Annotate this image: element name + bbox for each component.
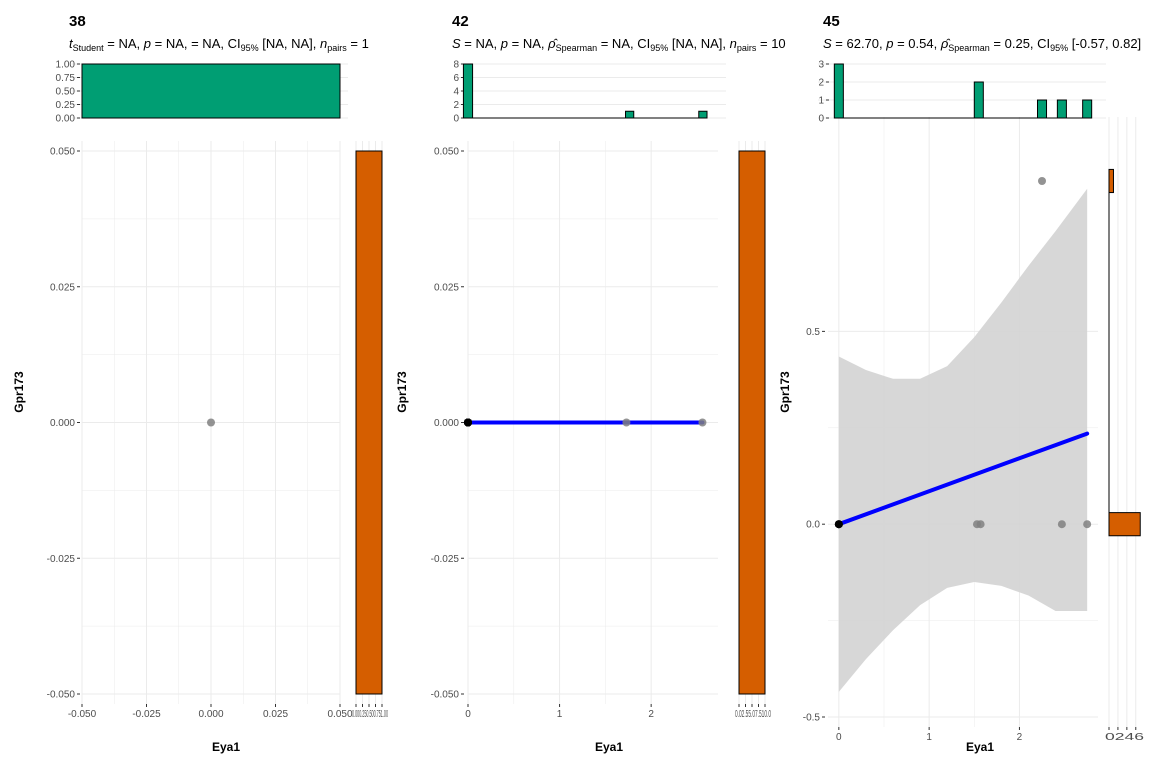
top-hist-y-tick-label: 0 xyxy=(818,114,824,125)
panel-38: 38 tStudent = NA, p = NA, = NA, CI95% [N… xyxy=(12,13,388,754)
top-hist-y-tick-label: 3 xyxy=(818,60,824,71)
panel-subtitle: S = NA, p = NA, ρ̂Spearman = NA, CI95% [… xyxy=(452,36,786,53)
top-hist-y-tick-label: 2 xyxy=(453,100,459,111)
top-hist-bar xyxy=(81,63,341,119)
x-axis-label: Eya1 xyxy=(212,740,240,754)
x-axis-label: Eya1 xyxy=(966,740,994,754)
top-hist-bar xyxy=(1036,99,1048,119)
y-tick-label: 0.050 xyxy=(50,147,75,158)
y-tick-label: 0.025 xyxy=(434,282,459,293)
tick-labels: -0.5 0.0 0.5 0 1 2 xyxy=(803,327,1023,743)
panel-title: 45 xyxy=(823,13,840,30)
scatter-points xyxy=(207,418,215,427)
scatter-points xyxy=(464,418,707,427)
top-hist-y-tick-label: 1 xyxy=(818,96,824,107)
y-tick-label: 0.0 xyxy=(806,520,820,531)
regression-line xyxy=(836,431,1090,527)
y-tick-label: 0.050 xyxy=(434,147,459,158)
top-hist-y-tick-label: 1.00 xyxy=(56,60,76,71)
tick-labels: -0.050 -0.025 0.000 0.025 0.050 -0.050 -0.025 0… xyxy=(47,147,353,721)
confidence-band xyxy=(838,188,1088,692)
data-point xyxy=(622,418,631,427)
x-tick-label: -0.025 xyxy=(132,709,161,720)
panel-42: 42 S = NA, p = NA, ρ̂Spearman = NA, CI95… xyxy=(395,13,786,754)
panel-subtitle: tStudent = NA, p = NA, = NA, CI95% [NA, … xyxy=(69,36,369,53)
x-tick-label: 2 xyxy=(1017,732,1023,743)
top-histogram: 0.00 0.25 0.50 0.75 1.00 xyxy=(56,60,348,125)
top-hist-bar xyxy=(625,110,635,119)
fit-layer xyxy=(836,188,1090,692)
right-hist-x-tick-label: 0246 xyxy=(1105,732,1145,743)
top-histogram: 0 2 4 6 8 xyxy=(453,60,726,125)
y-tick-label: -0.5 xyxy=(803,713,821,724)
top-hist-bar xyxy=(973,81,984,119)
top-hist-y-tick-label: 0 xyxy=(453,114,459,125)
panel-title: 42 xyxy=(452,13,469,30)
x-tick-label: 0.050 xyxy=(327,709,352,720)
y-tick-label: 0.000 xyxy=(50,418,75,429)
top-hist-bar xyxy=(462,63,474,119)
y-axis-label: Gpr173 xyxy=(395,371,409,413)
top-hist-bar xyxy=(698,110,708,119)
x-tick-label: 1 xyxy=(926,732,932,743)
data-point xyxy=(207,418,215,427)
x-axis-label: Eya1 xyxy=(595,740,623,754)
right-histogram: 0246 xyxy=(1105,117,1145,743)
y-tick-label: -0.050 xyxy=(431,690,460,701)
top-hist-y-tick-label: 0.00 xyxy=(56,114,76,125)
right-hist-x-tick-label: 0.02.55.07.510.0 xyxy=(735,709,771,720)
y-tick-label: -0.025 xyxy=(47,554,76,565)
top-hist-y-tick-label: 0.75 xyxy=(56,73,76,84)
y-axis-label: Gpr173 xyxy=(778,371,792,413)
x-tick-label: 0 xyxy=(836,732,842,743)
data-point xyxy=(1083,520,1092,529)
y-axis-label: Gpr173 xyxy=(12,371,26,413)
top-hist-bar xyxy=(1082,99,1093,119)
panel-45: 45 S = 62.70, p = 0.54, ρ̂Spearman = 0.2… xyxy=(778,13,1145,754)
top-hist-y-tick-label: 6 xyxy=(453,73,459,84)
right-hist-bar xyxy=(355,150,383,695)
x-tick-label: 0.000 xyxy=(198,709,223,720)
data-point xyxy=(1057,520,1066,529)
x-tick-label: 2 xyxy=(648,709,654,720)
right-histogram: 0.02.55.07.510.0 xyxy=(735,141,771,720)
x-tick-label: 1 xyxy=(557,709,563,720)
right-hist-bar xyxy=(738,150,766,695)
data-point xyxy=(976,520,985,529)
y-tick-label: -0.025 xyxy=(431,554,460,565)
top-histogram: 0 1 2 3 xyxy=(818,60,1106,125)
top-hist-y-tick-label: 8 xyxy=(453,60,459,71)
right-hist-x-tick-label: 0.000.250.500.751.00 xyxy=(352,709,388,720)
top-hist-y-tick-label: 2 xyxy=(818,78,824,89)
panel-subtitle: S = 62.70, p = 0.54, ρ̂Spearman = 0.25, … xyxy=(823,36,1141,53)
top-hist-bar xyxy=(833,63,844,119)
top-hist-bar xyxy=(1056,99,1067,119)
top-hist-y-tick-label: 4 xyxy=(453,87,459,98)
panel-title: 38 xyxy=(69,13,86,30)
scatter-points xyxy=(834,176,1092,529)
right-hist-bar xyxy=(1108,168,1114,194)
x-tick-label: 0 xyxy=(465,709,471,720)
data-point xyxy=(698,418,707,427)
data-point xyxy=(464,418,472,427)
right-hist-bar xyxy=(1108,512,1141,537)
top-hist-y-tick-label: 0.50 xyxy=(56,87,76,98)
data-point xyxy=(1038,176,1047,185)
tick-labels: -0.050 -0.025 0.000 0.025 0.050 0 1 2 xyxy=(431,147,655,721)
top-hist-y-tick-label: 0.25 xyxy=(56,100,76,111)
x-tick-label: 0.025 xyxy=(263,709,288,720)
right-histogram: 0.000.250.500.751.00 xyxy=(352,141,388,720)
y-tick-label: -0.050 xyxy=(47,690,76,701)
x-tick-label: -0.050 xyxy=(68,709,97,720)
y-tick-label: 0.000 xyxy=(434,418,459,429)
y-tick-label: 0.025 xyxy=(50,282,75,293)
y-tick-label: 0.5 xyxy=(806,327,820,338)
data-point xyxy=(834,520,843,529)
